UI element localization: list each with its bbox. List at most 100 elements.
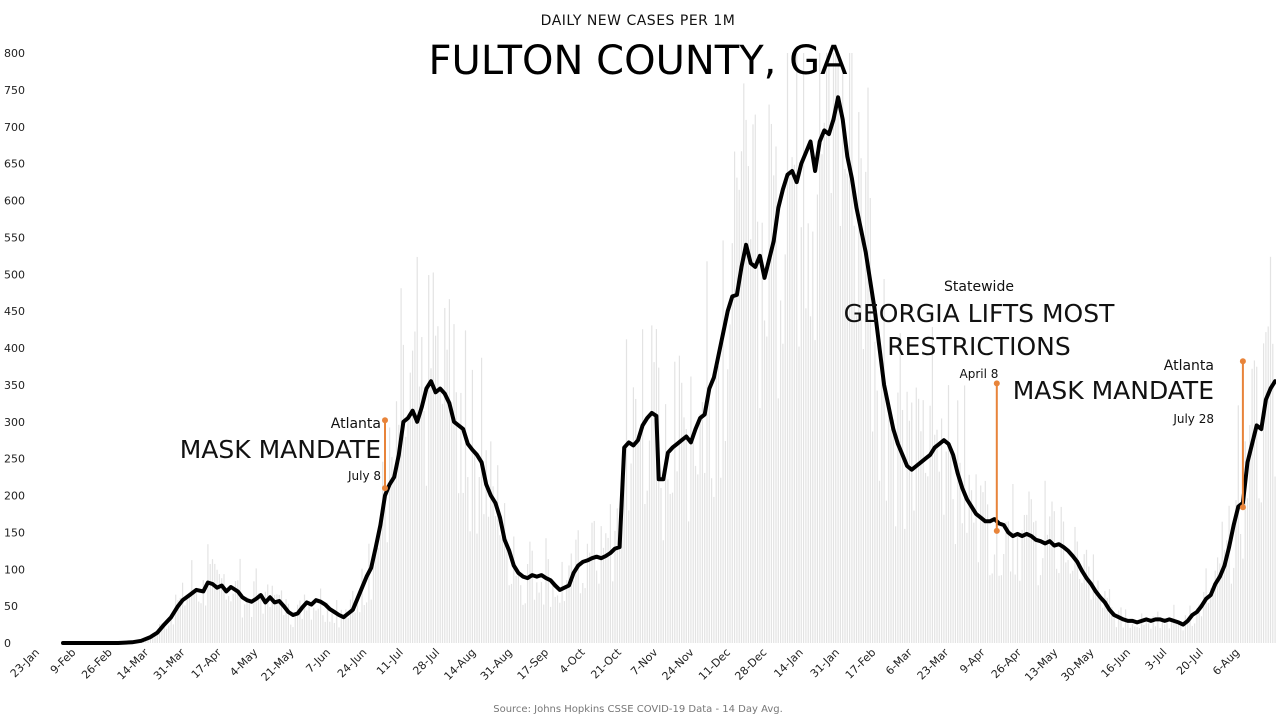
daily-bar — [253, 581, 255, 643]
daily-bar — [1200, 616, 1203, 643]
annotation-1-top: Atlanta — [331, 416, 381, 432]
daily-bar — [469, 531, 471, 643]
daily-bar — [1122, 627, 1124, 643]
daily-bar — [421, 337, 423, 643]
x-tick-label: 4-May — [227, 646, 260, 679]
daily-bar — [711, 478, 713, 643]
daily-bar — [727, 369, 729, 643]
daily-bar — [448, 299, 450, 643]
daily-bar — [1145, 619, 1147, 643]
daily-bar — [651, 325, 653, 643]
daily-bar — [734, 151, 736, 644]
daily-bar — [692, 438, 694, 643]
daily-bar — [1249, 425, 1251, 643]
daily-bar — [842, 65, 844, 644]
daily-bar — [1274, 476, 1276, 643]
daily-bar — [793, 164, 795, 643]
daily-bar — [313, 607, 315, 643]
daily-bar — [720, 477, 722, 643]
x-tick-label: 26-Apr — [989, 646, 1025, 682]
daily-bar — [520, 585, 522, 643]
daily-bar — [1189, 605, 1191, 643]
daily-bar — [789, 174, 791, 643]
daily-bar — [248, 603, 250, 643]
y-tick-label: 500 — [4, 268, 25, 281]
daily-bar — [508, 585, 510, 643]
daily-bar — [876, 390, 878, 643]
daily-bar — [973, 522, 975, 643]
y-tick-label: 700 — [4, 121, 25, 134]
daily-bar — [1016, 534, 1019, 643]
daily-bar — [400, 288, 402, 643]
daily-bar — [432, 272, 434, 643]
daily-bar — [1134, 626, 1136, 643]
daily-bar — [920, 431, 922, 643]
daily-bar — [336, 600, 338, 643]
daily-bar — [1021, 529, 1023, 643]
daily-bar — [165, 628, 168, 643]
daily-bar — [1223, 549, 1226, 643]
daily-bar — [1175, 623, 1177, 643]
daily-bar — [393, 477, 395, 643]
daily-bar — [938, 471, 940, 643]
daily-bar — [267, 584, 269, 643]
daily-bar — [582, 583, 584, 643]
x-tick-label: 9-Feb — [48, 646, 79, 677]
daily-bar — [306, 610, 308, 643]
daily-bar — [1196, 608, 1198, 643]
daily-bar — [1085, 549, 1088, 643]
daily-bar — [922, 400, 924, 643]
y-tick-label: 400 — [4, 342, 25, 355]
daily-bar — [299, 600, 301, 643]
daily-bar — [1267, 326, 1269, 643]
daily-bar — [977, 562, 979, 643]
daily-bar — [1242, 558, 1244, 643]
annotation-3-marker-top — [1239, 358, 1246, 365]
daily-bar — [697, 474, 699, 643]
daily-bar — [228, 596, 230, 643]
daily-bar — [237, 580, 239, 643]
daily-bar — [1253, 360, 1255, 643]
daily-bar — [1099, 594, 1101, 643]
daily-bar — [957, 400, 959, 643]
daily-bar — [1203, 591, 1205, 643]
y-tick-label: 450 — [4, 305, 25, 318]
daily-bar — [425, 485, 427, 643]
daily-bar — [294, 613, 296, 643]
daily-bar — [517, 572, 519, 643]
daily-bar — [322, 615, 324, 643]
daily-bar — [729, 324, 731, 643]
daily-bar — [352, 590, 354, 643]
daily-bar — [1143, 624, 1145, 643]
daily-bar — [1074, 526, 1076, 643]
daily-bar — [1258, 498, 1260, 643]
daily-bar — [389, 427, 391, 643]
daily-bar — [1191, 625, 1193, 643]
daily-bar — [349, 599, 352, 643]
daily-bars — [126, 53, 1276, 644]
daily-bar — [467, 477, 469, 643]
daily-bar — [474, 449, 476, 643]
x-tick-label: 16-Jun — [1099, 646, 1134, 681]
daily-bar — [1157, 611, 1159, 643]
daily-bar — [931, 326, 933, 643]
daily-bar — [1035, 520, 1037, 643]
daily-bar — [800, 227, 802, 643]
daily-bar — [964, 385, 966, 643]
daily-bar — [439, 388, 441, 643]
daily-bar — [1115, 627, 1117, 643]
x-tick-label: 17-Sep — [515, 646, 552, 683]
daily-bar — [982, 492, 984, 643]
daily-bar — [1228, 505, 1230, 643]
daily-bar — [175, 594, 177, 643]
x-tick-label: 24-Jun — [335, 646, 370, 681]
daily-bar — [1005, 521, 1007, 643]
daily-bar — [665, 404, 667, 643]
y-axis: 0 50 100 150 200 250 300 350 400 450 500 550 600 650 7… — [4, 47, 25, 650]
daily-bar — [547, 559, 549, 643]
daily-bar — [685, 429, 687, 643]
daily-bar — [274, 594, 276, 643]
daily-bar — [757, 221, 759, 643]
daily-bar — [531, 550, 533, 643]
daily-bar — [681, 382, 683, 643]
